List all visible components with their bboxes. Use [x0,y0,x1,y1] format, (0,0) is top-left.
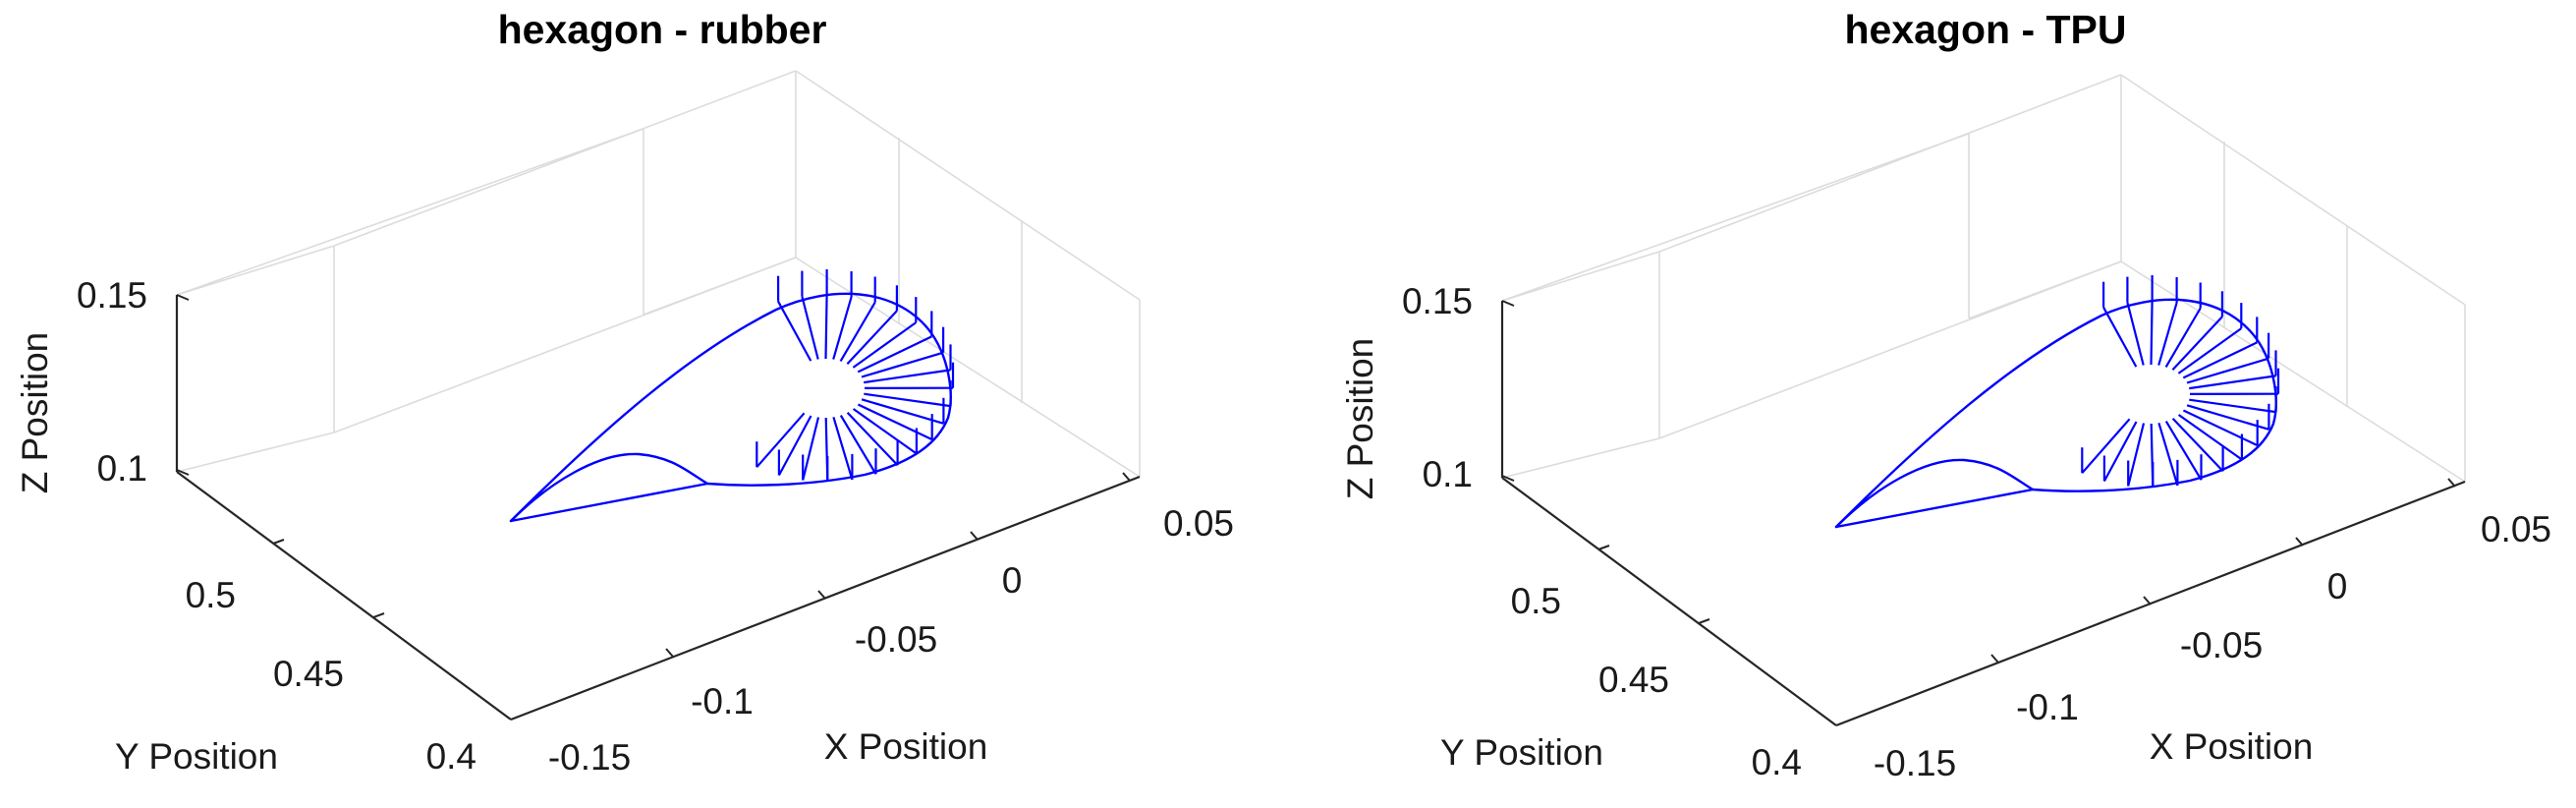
spoke-segment [832,416,854,481]
spoke-segment [2189,375,2276,390]
chart-panel-tpu: hexagon - TPU [1288,0,2576,808]
spoke-segment [857,335,932,374]
ytick-label: 0.5 [1511,581,1561,621]
xtick-label: 0.05 [2481,509,2551,549]
spoke-segment [864,369,951,384]
spoke-segment [2182,341,2258,379]
ztick-label: 0.15 [77,275,147,316]
spoke-segment [2102,307,2138,368]
spoke-segment [2182,409,2259,447]
spoke-segment [861,398,944,425]
spoke-segment [2164,421,2203,481]
spoke-segment [801,296,819,360]
spoke-segment [2171,316,2223,371]
spoke-segment [861,351,944,378]
spoke-segment [852,321,917,369]
spoke-segment [2157,302,2178,366]
chart-tpu-svg: hexagon - TPU [1340,7,2551,783]
spoke-segment [2186,404,2269,431]
spokes [756,269,955,483]
chart-title: hexagon - rubber [498,7,827,52]
xtick-label: 0.05 [1163,503,1234,544]
spoke-segment [2150,300,2154,366]
zlabel: Z Position [15,332,55,494]
xtick-label: 0 [2327,566,2348,606]
spoke-segment [756,412,806,468]
ylabel: Y Position [115,736,278,777]
spoke-segment [2177,327,2242,375]
xtick-label: -0.1 [691,681,754,721]
ytick-label: 0.45 [1598,660,1669,700]
spoke-segment [2164,307,2202,368]
tick-marks [176,294,1131,658]
ylabel: Y Position [1440,732,1603,773]
trajectory-group [509,269,955,523]
ztick-label: 0.1 [1423,454,1473,494]
spoke-segment [857,403,933,441]
spoke-segment [2177,414,2243,461]
spoke-segment [2126,302,2145,366]
outer-curve [509,292,952,523]
spoke-segment [777,415,812,477]
ytick-label: 0.45 [273,654,344,694]
spoke-segment [2189,398,2276,414]
spoke-segment [839,415,877,475]
xtick-label: 0 [1002,560,1023,601]
spoke-segment [2102,421,2138,483]
chart-panel-rubber: hexagon - rubber [15,7,1234,778]
outer-curve [1834,298,2277,529]
ytick-label: 0.5 [186,575,236,615]
tick-marks [1501,300,2456,664]
ytick-label: 0.4 [1752,742,1802,782]
spoke-segment [2157,422,2179,487]
ztick-label: 0.15 [1402,281,1473,321]
spoke-segment [846,310,898,365]
spoke-segment [777,301,812,362]
inner-loop [509,452,709,523]
trajectory-group [1834,275,2280,529]
axes-grid [1501,74,2466,483]
spoke-segment [802,417,820,481]
ytick-label: 0.4 [426,736,476,777]
spoke-segment [2171,417,2224,473]
spoke-segment [864,392,951,408]
xtick-label: -0.15 [1874,743,1956,783]
spoke-segment [852,408,918,455]
axes-grid [176,70,1141,478]
inner-loop [1834,458,2035,529]
xtick-label: -0.15 [548,737,631,778]
xlabel: X Position [2150,726,2314,767]
chart-title: hexagon - TPU [1844,7,2126,52]
spokes [2081,275,2280,489]
xtick-label: -0.05 [2180,625,2263,665]
xlabel: X Position [824,726,988,767]
spoke-segment [2186,357,2269,384]
spoke-segment [2081,418,2131,474]
xtick-label: -0.05 [855,619,937,660]
ztick-label: 0.1 [97,448,147,489]
spoke-segment [846,411,899,467]
spoke-segment [839,301,876,362]
xtick-label: -0.1 [2016,687,2079,727]
chart-rubber-svg: hexagon - rubber [15,7,1234,778]
spoke-segment [832,296,853,360]
zlabel: Z Position [1340,338,1380,500]
spoke-segment [824,294,828,360]
spoke-segment [2127,423,2146,487]
